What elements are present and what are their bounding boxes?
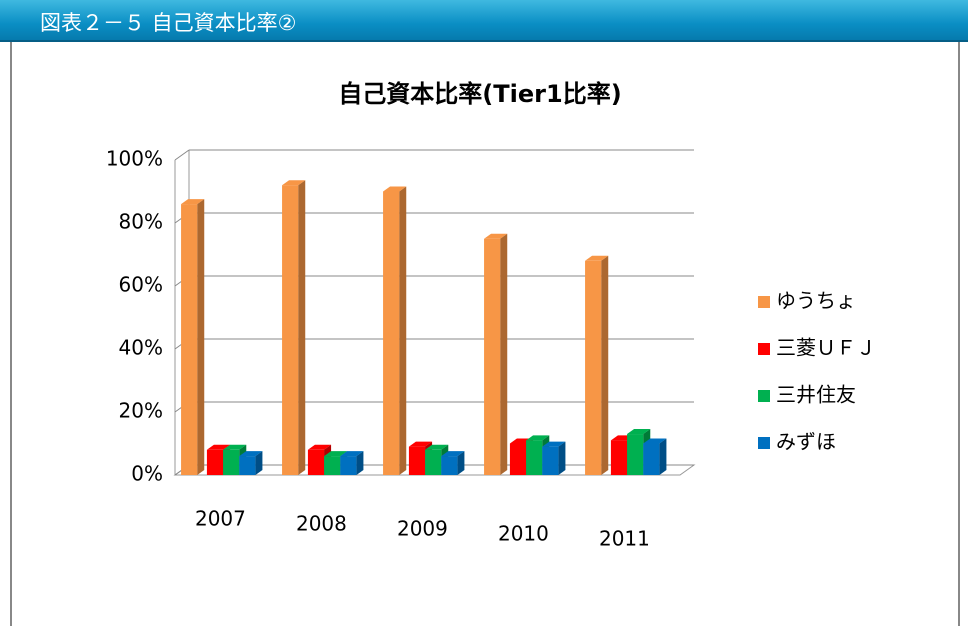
bar-top (282, 180, 306, 186)
bar-side-shade (399, 186, 407, 475)
bar (627, 434, 644, 475)
legend-swatch (758, 343, 770, 355)
legend-label: 三井住友 (776, 383, 856, 407)
x-tick-label: 2007 (195, 507, 246, 531)
legend-label: ゆうちょ (776, 289, 856, 313)
legend-swatch (758, 296, 770, 308)
x-tick-label: 2010 (498, 522, 549, 546)
legend-swatch (758, 437, 770, 449)
bar (181, 204, 198, 475)
bar (643, 443, 660, 475)
bar-top (526, 435, 550, 441)
legend-label: 三菱ＵＦＪ (776, 336, 876, 360)
bar (282, 185, 299, 475)
bar-top (585, 255, 609, 261)
bar-top (425, 444, 449, 450)
bar-side (601, 255, 609, 475)
bar (441, 456, 458, 475)
bar-side (500, 233, 508, 475)
bar-top (643, 438, 667, 444)
header-bar: 図表２－５ 自己資本比率② (0, 0, 968, 42)
bar (610, 440, 628, 475)
chart-frame (10, 42, 960, 626)
bar-side (298, 180, 306, 475)
legend-label: みずほ (776, 430, 836, 454)
bar (585, 260, 602, 475)
bar (206, 449, 224, 475)
bar-top (441, 451, 465, 457)
bar-top (627, 429, 651, 435)
bar-top (181, 199, 205, 205)
bar-side-shade (659, 438, 667, 475)
bar-top (239, 451, 263, 457)
y-tick-label: 60% (119, 273, 163, 297)
bar (239, 456, 256, 475)
header-title: 図表２－５ 自己資本比率② (40, 11, 297, 35)
bar-side (457, 451, 465, 475)
y-tick-label: 80% (119, 210, 163, 234)
bar-side-shade (197, 199, 205, 475)
bar-side-shade (457, 451, 465, 475)
bar (324, 456, 341, 475)
bar-top (307, 444, 332, 450)
bar-top (383, 186, 407, 192)
bar-side (356, 451, 364, 475)
bar-top (324, 451, 348, 457)
y-tick-label: 40% (119, 336, 163, 360)
bar (425, 449, 442, 475)
bar (408, 446, 426, 475)
x-tick-label: 2009 (397, 517, 448, 541)
bar-side (558, 441, 566, 475)
x-tick-label: 2011 (599, 527, 650, 551)
bar (509, 443, 527, 475)
bar-side (255, 451, 263, 475)
legend-swatch (758, 390, 770, 402)
bar-top (223, 444, 247, 450)
bar-side-shade (500, 233, 508, 475)
bar-side (197, 199, 205, 475)
bar-side-shade (601, 255, 609, 475)
grid-line-side (174, 149, 190, 161)
bar-top (340, 451, 364, 457)
bar (542, 446, 559, 475)
bar-top (484, 233, 508, 239)
bar-side-shade (356, 451, 364, 475)
bar-top (408, 441, 433, 447)
bar-side-shade (558, 441, 566, 475)
bar-side (399, 186, 407, 475)
bar (526, 440, 543, 475)
y-tick-label: 0% (131, 462, 163, 486)
bar-top (206, 444, 231, 450)
bar (307, 449, 325, 475)
bar-top (542, 441, 566, 447)
chart-title: 自己資本比率(Tier1比率) (338, 80, 621, 108)
bar (223, 449, 240, 475)
y-tick-label: 100% (106, 147, 163, 171)
bar (383, 191, 400, 475)
x-tick-label: 2008 (296, 512, 347, 536)
bar-side-shade (255, 451, 263, 475)
y-tick-label: 20% (119, 399, 163, 423)
bar (340, 456, 357, 475)
bar-side-shade (298, 180, 306, 475)
bar (484, 238, 501, 475)
bar-side (659, 438, 667, 475)
